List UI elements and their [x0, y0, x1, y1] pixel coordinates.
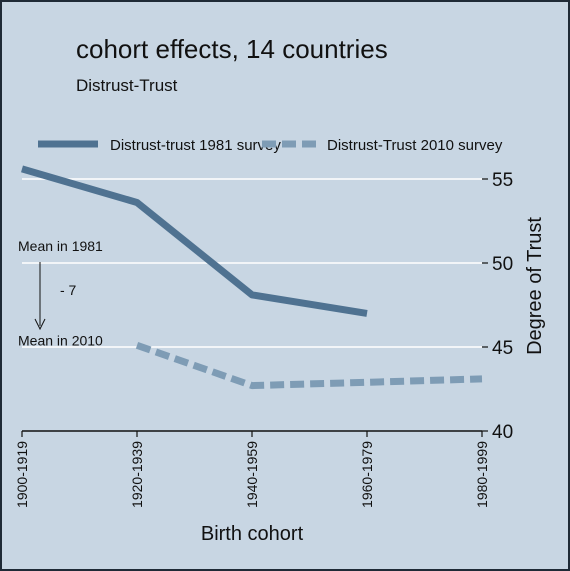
x-tick-label-1920-1939: 1920-1939: [129, 441, 145, 508]
y-tick-label-45: 45: [492, 338, 513, 359]
x-tick-label-1980-1999: 1980-1999: [474, 441, 490, 508]
annotation-mean-1981: Mean in 1981: [18, 238, 103, 254]
annotation-arrow-head: [34, 318, 46, 331]
y-tick-label-55: 55: [492, 170, 513, 191]
y-tick-label-50: 50: [492, 254, 513, 275]
chart-title: cohort effects, 14 countries: [76, 34, 388, 64]
series-line-1: [21, 165, 368, 317]
y-axis-label: Degree of Trust: [524, 217, 546, 355]
annotations: Mean in 1981 - 7 Mean in 2010: [18, 238, 103, 348]
legend: Distrust-trust 1981 survey Distrust-Trust…: [38, 137, 503, 154]
legend-label-2: Distrust-Trust 2010 survey: [327, 137, 503, 154]
x-tick-label-1940-1959: 1940-1959: [244, 441, 260, 508]
series-line-2: [135, 341, 483, 390]
axes: 40 45 50 55 1900-1919 1920-1939 1940-1959 1960-…: [14, 170, 513, 508]
gridlines: [22, 178, 482, 348]
y-tick-label-40: 40: [492, 422, 513, 443]
x-tick-label-1960-1979: 1960-1979: [359, 441, 375, 508]
x-axis-label: Birth cohort: [201, 523, 304, 545]
legend-label-1: Distrust-trust 1981 survey: [110, 137, 281, 154]
series-lines: [21, 165, 483, 390]
annotation-mean-2010: Mean in 2010: [18, 332, 103, 348]
annotation-difference: - 7: [60, 282, 77, 298]
x-tick-label-1900-1919: 1900-1919: [14, 441, 30, 508]
chart-subtitle: Distrust-Trust: [76, 76, 178, 95]
